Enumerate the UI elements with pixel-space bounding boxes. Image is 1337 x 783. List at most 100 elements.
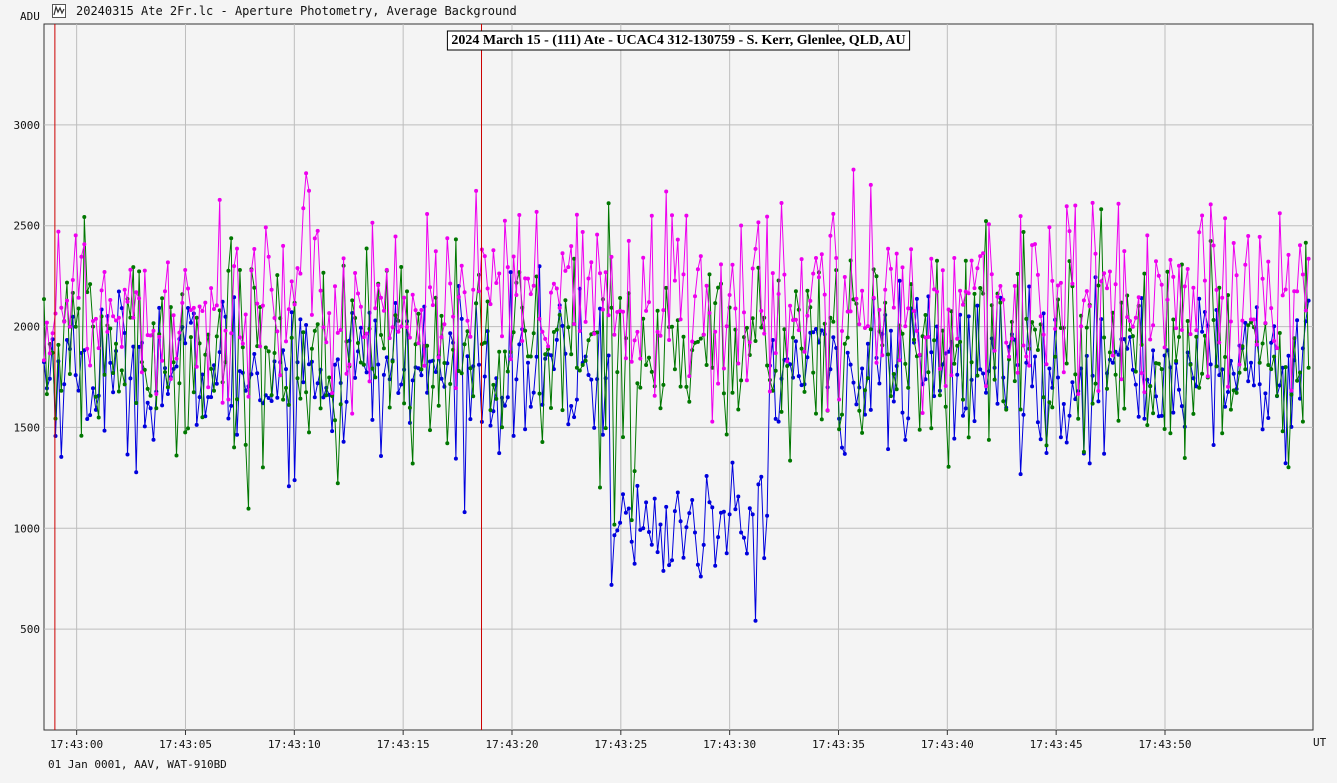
data-point [903,324,908,329]
data-point [698,254,703,259]
data-point [307,430,311,435]
data-point [453,456,458,461]
data-point [736,407,741,412]
data-point [168,305,173,310]
data-point [840,412,844,417]
data-point [482,340,487,345]
data-point [125,452,130,457]
data-point [975,266,980,271]
data-point [511,254,516,259]
data-point [995,401,1000,406]
data-point [528,354,533,359]
x-tick-label: 17:43:50 [1138,738,1191,751]
data-point [1177,335,1181,339]
data-point [690,348,695,353]
data-point [295,266,300,271]
data-point [655,308,660,313]
data-point [85,290,90,295]
data-point [811,330,816,335]
data-point [877,307,882,312]
data-point [1145,377,1150,382]
data-point [226,397,231,402]
data-point [226,268,231,273]
data-point [1275,393,1279,398]
data-point [549,406,553,410]
data-point [350,411,355,416]
data-point [301,330,306,335]
data-point [373,318,378,323]
data-point [88,363,93,368]
data-point [523,328,528,333]
data-point [598,271,602,276]
data-point [816,275,821,280]
data-point [229,331,234,336]
data-point [523,276,528,281]
data-point [1047,400,1052,405]
data-point [897,278,902,283]
data-point [943,404,948,409]
data-point [730,262,735,267]
data-point [586,373,591,377]
data-point [670,324,674,329]
data-point [672,509,677,514]
data-point [85,346,90,351]
data-point [1004,407,1009,412]
data-point [157,305,162,310]
data-point [165,385,170,390]
data-point [307,362,311,367]
photometry-app-icon[interactable] [52,4,66,18]
data-point [413,308,418,313]
data-point [770,338,775,342]
data-point [842,275,847,279]
data-point [672,278,677,283]
data-point [649,542,654,547]
data-point [972,286,977,291]
data-point [312,328,317,333]
data-point [79,254,84,259]
data-point [1283,365,1288,370]
data-point [955,372,960,377]
data-point [981,251,986,256]
data-point [1128,319,1132,323]
data-point [1145,233,1150,238]
data-point [572,322,577,326]
data-point [840,445,844,450]
data-point [891,399,896,404]
data-point [661,382,666,387]
data-point [937,393,942,398]
data-point [811,370,816,375]
data-point [1269,367,1274,372]
data-point [560,323,565,328]
data-point [897,358,902,363]
data-point [750,316,755,321]
data-point [733,306,738,311]
data-point [1133,369,1138,374]
data-point [609,254,614,259]
data-point [1142,416,1147,421]
data-point [724,432,729,437]
data-point [1298,243,1302,248]
data-point [1283,461,1288,466]
data-point [243,388,248,393]
data-point [678,384,683,389]
data-point [186,286,190,291]
data-point [1260,341,1265,346]
data-point [693,294,697,299]
data-point [485,286,490,291]
data-point [1185,350,1190,355]
data-point [926,335,931,339]
data-point [1228,319,1233,324]
data-point [485,329,490,334]
data-point [704,283,709,288]
data-point [122,287,127,292]
data-point [1151,348,1156,353]
data-point [698,336,703,341]
data-point [197,395,202,400]
data-point [1260,276,1265,281]
data-point [292,478,297,483]
data-point [165,392,170,396]
data-point [82,215,87,219]
x-tick-label: 17:43:20 [485,738,538,751]
data-point [969,360,974,365]
